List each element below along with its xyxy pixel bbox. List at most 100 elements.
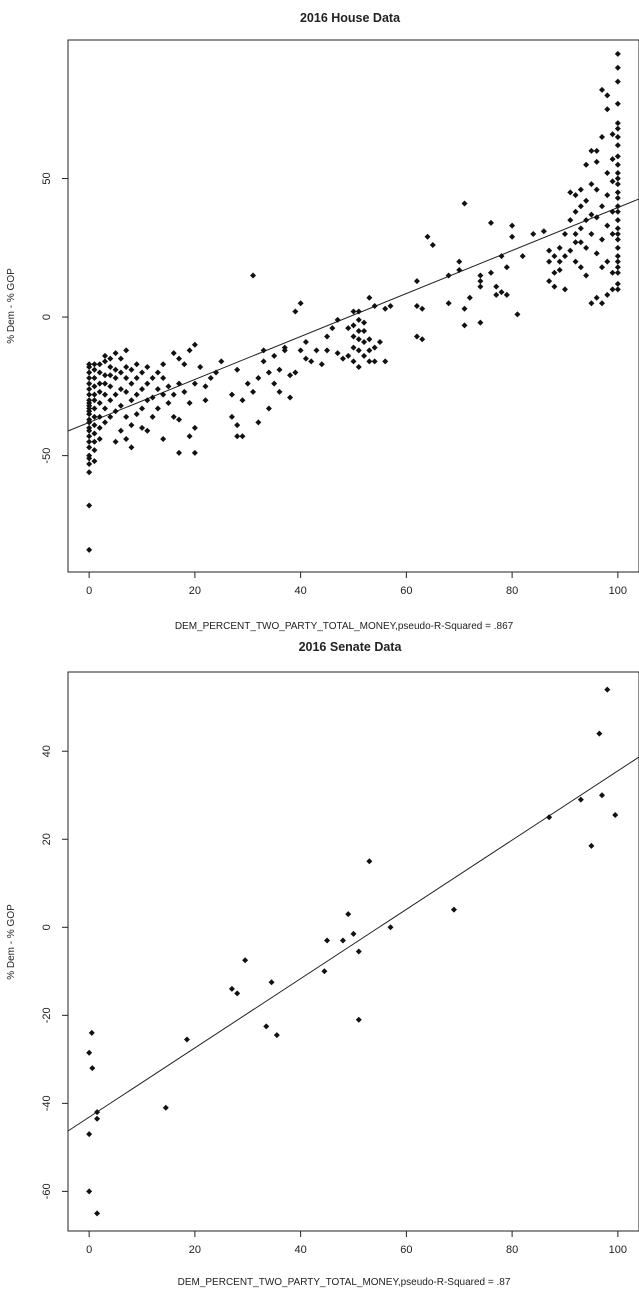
senate-data-point [324, 937, 331, 944]
house-data-point [598, 300, 605, 307]
house-data-point [239, 397, 246, 404]
house-data-point [498, 253, 505, 260]
house-data-point [265, 405, 272, 412]
senate-data-point [345, 911, 352, 918]
house-data-point [91, 391, 98, 398]
house-data-point [350, 322, 357, 329]
house-data-point [493, 291, 500, 298]
house-data-point [255, 375, 262, 382]
house-data-point [260, 358, 267, 365]
senate-x-tick-label: 100 [609, 1244, 627, 1256]
senate-data-point [88, 1029, 95, 1036]
house-data-point [107, 363, 114, 370]
house-data-point [598, 264, 605, 271]
house-data-point [91, 405, 98, 412]
house-data-point [176, 449, 183, 456]
house-data-point [614, 258, 621, 265]
house-data-point [86, 546, 93, 553]
house-data-point [572, 192, 579, 199]
house-data-point [339, 355, 346, 362]
senate-x-tick-label: 20 [189, 1244, 201, 1256]
house-chart-panel: 2016 House Data 0 20 40 60 80 100 -50 0 50 DEM_… [6, 11, 639, 632]
house-data-point [461, 200, 468, 207]
senate-x-axis: 0 20 40 60 80 100 [86, 1231, 627, 1256]
senate-data-point [366, 858, 373, 865]
house-data-point [302, 355, 309, 362]
house-data-point [509, 233, 516, 240]
house-data-point [593, 147, 600, 154]
house-data-point [588, 300, 595, 307]
house-data-point [419, 336, 426, 343]
house-data-point [572, 230, 579, 237]
house-data-point [556, 266, 563, 273]
house-data-point [366, 294, 373, 301]
house-data-point [361, 319, 368, 326]
house-y-axis: -50 0 50 [41, 172, 68, 464]
senate-data-point [604, 686, 611, 693]
senate-y-tick-label: -40 [41, 1095, 53, 1111]
senate-data-point [94, 1109, 101, 1116]
house-data-point [144, 380, 151, 387]
house-data-point [102, 419, 109, 426]
house-data-point [91, 413, 98, 420]
house-data-point [361, 339, 368, 346]
house-data-point [609, 269, 616, 276]
house-data-point [102, 380, 109, 387]
house-data-point [308, 358, 315, 365]
house-data-point [614, 50, 621, 57]
house-data-point [355, 363, 362, 370]
house-data-point [149, 375, 156, 382]
house-plot-frame [67, 39, 639, 573]
senate-data-point [263, 1023, 270, 1030]
house-data-point [614, 133, 621, 140]
house-data-point [609, 156, 616, 163]
house-data-point [276, 388, 283, 395]
house-data-point [91, 375, 98, 382]
house-data-point [350, 333, 357, 340]
senate-y-tick-label: -60 [41, 1183, 53, 1199]
house-data-point [96, 369, 103, 376]
house-data-point [186, 433, 193, 440]
house-data-point [191, 424, 198, 431]
house-data-point [614, 64, 621, 71]
senate-plot-frame [67, 671, 639, 1232]
senate-data-point [598, 792, 605, 799]
house-data-point [170, 413, 177, 420]
house-data-point [91, 383, 98, 390]
house-data-point [154, 386, 161, 393]
house-x-tick-label: 0 [86, 585, 92, 597]
senate-x-tick-label: 60 [400, 1244, 412, 1256]
senate-data-point [86, 1049, 93, 1056]
house-data-point [371, 358, 378, 365]
house-data-point [567, 247, 574, 254]
house-data-point [181, 388, 188, 395]
house-data-point [191, 380, 198, 387]
house-data-point [96, 380, 103, 387]
house-data-point [350, 344, 357, 351]
senate-data-point [387, 924, 394, 931]
house-data-point [287, 372, 294, 379]
house-data-point [112, 438, 119, 445]
house-data-point [614, 217, 621, 224]
house-data-point [154, 369, 161, 376]
senate-data-point [242, 957, 249, 964]
house-data-point [487, 219, 494, 226]
house-data-point [86, 416, 93, 423]
house-data-point [604, 258, 611, 265]
house-data-point [160, 375, 167, 382]
house-data-point [107, 372, 114, 379]
senate-y-tick-label: 20 [41, 833, 53, 845]
house-data-point [551, 269, 558, 276]
house-data-point [382, 305, 389, 312]
senate-data-point [355, 948, 362, 955]
house-data-point [593, 294, 600, 301]
house-data-point [107, 355, 114, 362]
house-data-point [572, 208, 579, 215]
house-x-tick-label: 80 [506, 585, 518, 597]
house-data-point [546, 247, 553, 254]
senate-chart-panel: 2016 Senate Data 0 20 40 60 80 100 -60 -40 -20 0… [6, 640, 639, 1288]
house-data-point [614, 175, 621, 182]
senate-y-tick-label: 40 [41, 745, 53, 757]
house-data-point [614, 100, 621, 107]
